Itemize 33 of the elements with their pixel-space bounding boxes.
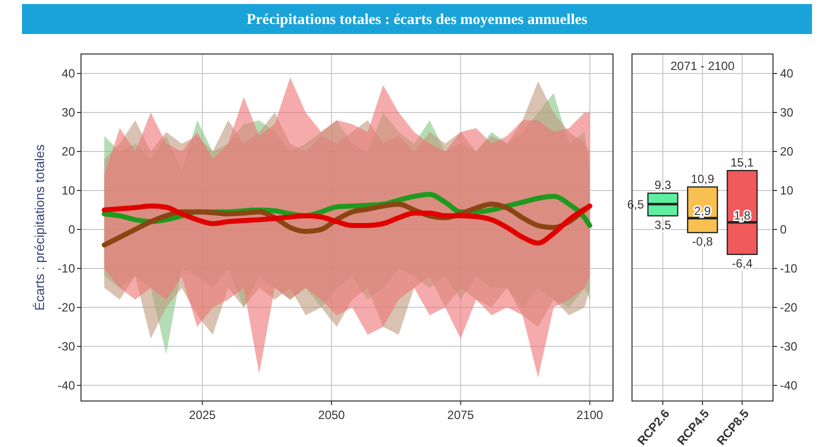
y-tick-label: 0 — [780, 222, 787, 237]
y-tick-label: 20 — [62, 144, 76, 159]
y-tick-label: 0 — [68, 222, 76, 237]
x-tick-label: 2100 — [576, 408, 604, 422]
chart-title: 2071 - 2100 — [670, 59, 735, 73]
chart-title: Précipitations totales : écarts des moyennes annuelles — [246, 12, 588, 28]
y-tick-label: 30 — [62, 106, 76, 120]
y-tick-label: 20 — [780, 144, 794, 159]
y-tick-label: -20 — [58, 300, 76, 315]
annotation: 9,3 — [654, 178, 672, 192]
annotation: -6,4 — [732, 256, 753, 270]
x-tick-label: 2025 — [189, 408, 216, 422]
annotation: 3,5 — [654, 218, 672, 232]
y-tick-label: -40 — [58, 378, 76, 393]
y-axis-title: Écarts : précipitations totales — [32, 144, 47, 311]
annotation: -0,8 — [692, 234, 714, 249]
y-tick-label: 40 — [780, 66, 794, 81]
y-tick-label: -40 — [780, 378, 798, 393]
y-tick-label: 10 — [62, 184, 76, 198]
y-tick-label: 40 — [62, 66, 76, 81]
annotation: 10,9 — [690, 172, 714, 186]
annotation: 1,8 — [734, 208, 751, 222]
y-tick-label: -10 — [58, 262, 76, 276]
y-tick-label: -30 — [58, 340, 76, 354]
annotation: 2,9 — [694, 204, 712, 218]
x-tick-label: 2075 — [447, 408, 474, 422]
y-tick-label: 10 — [780, 184, 794, 198]
y-tick-label: -10 — [780, 262, 798, 276]
x-tick-label: 2050 — [318, 408, 346, 422]
annotation: 15,1 — [730, 156, 754, 170]
y-tick-label: -30 — [780, 340, 798, 354]
y-tick-label: 30 — [780, 106, 794, 120]
y-tick-label: -20 — [780, 300, 798, 315]
